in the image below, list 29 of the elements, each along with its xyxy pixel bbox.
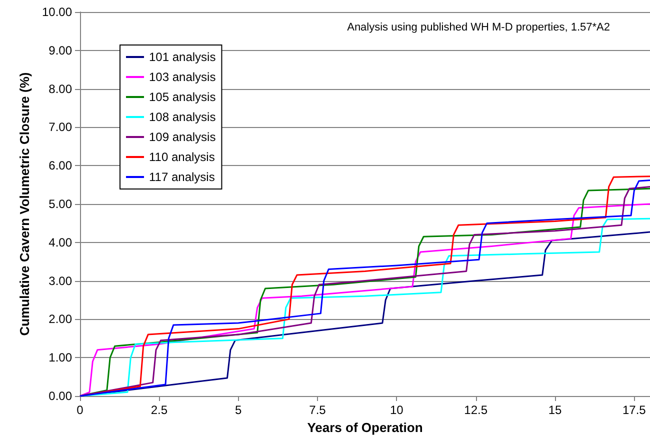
annotation: Analysis using published WH M-D properties, 1.57*A2 [347,22,610,34]
legend-label: 117 analysis [149,170,215,184]
x-tick-label: 0 [76,403,84,417]
legend-label: 101 analysis [149,50,216,64]
legend-label: 110 analysis [149,150,215,164]
x-axis-title: Years of Operation [307,420,423,435]
y-tick-label: 10.00 [42,5,72,19]
x-tick-label: 17.5 [622,403,646,417]
x-tick-label: 7.5 [309,403,326,417]
y-tick-label: 6.00 [48,158,72,173]
y-tick-label: 0.00 [48,389,72,403]
x-tick-label: 10 [390,403,404,417]
y-tick-label: 1.00 [48,350,72,365]
y-tick-label: 2.00 [48,312,72,326]
legend-label: 105 analysis [149,90,216,104]
legend-label: 109 analysis [149,130,216,144]
x-tick-label: 12.5 [464,403,488,417]
x-tick-label: 2.5 [150,403,168,417]
y-tick-label: 9.00 [48,43,72,58]
y-axis-title: Cumulative Cavern Volumetric Closure (%) [17,72,32,336]
y-tick-label: 3.00 [48,274,72,288]
y-tick-label: 8.00 [48,82,72,96]
legend-label: 103 analysis [149,70,216,84]
y-tick-label: 4.00 [48,235,72,250]
y-tick-label: 5.00 [48,197,72,211]
legend-label: 108 analysis [149,110,216,124]
x-tick-label: 15 [548,403,562,417]
x-tick-label: 5 [234,403,242,417]
y-tick-label: 7.00 [48,120,72,134]
